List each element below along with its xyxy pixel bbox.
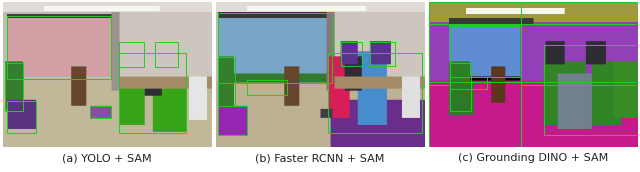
Bar: [544, 45, 637, 135]
Bar: [90, 106, 111, 118]
Bar: [4, 63, 24, 111]
Bar: [7, 101, 36, 132]
Bar: [450, 63, 471, 111]
Bar: [119, 42, 144, 67]
Bar: [218, 57, 235, 106]
Bar: [450, 77, 488, 89]
Bar: [370, 42, 395, 66]
Bar: [119, 53, 186, 132]
Bar: [521, 24, 637, 85]
Bar: [218, 106, 247, 135]
Bar: [450, 26, 521, 77]
Bar: [429, 82, 521, 147]
Bar: [247, 80, 287, 95]
Bar: [521, 2, 637, 24]
Text: (b) Faster RCNN + SAM: (b) Faster RCNN + SAM: [255, 153, 385, 163]
Text: (c) Grounding DINO + SAM: (c) Grounding DINO + SAM: [458, 153, 609, 163]
Bar: [328, 53, 422, 132]
Bar: [429, 24, 450, 85]
Text: (a) YOLO + SAM: (a) YOLO + SAM: [62, 153, 152, 163]
Bar: [155, 42, 177, 67]
Bar: [7, 16, 111, 79]
Bar: [341, 42, 362, 66]
Bar: [429, 2, 521, 24]
Bar: [521, 82, 637, 147]
Bar: [218, 13, 333, 83]
